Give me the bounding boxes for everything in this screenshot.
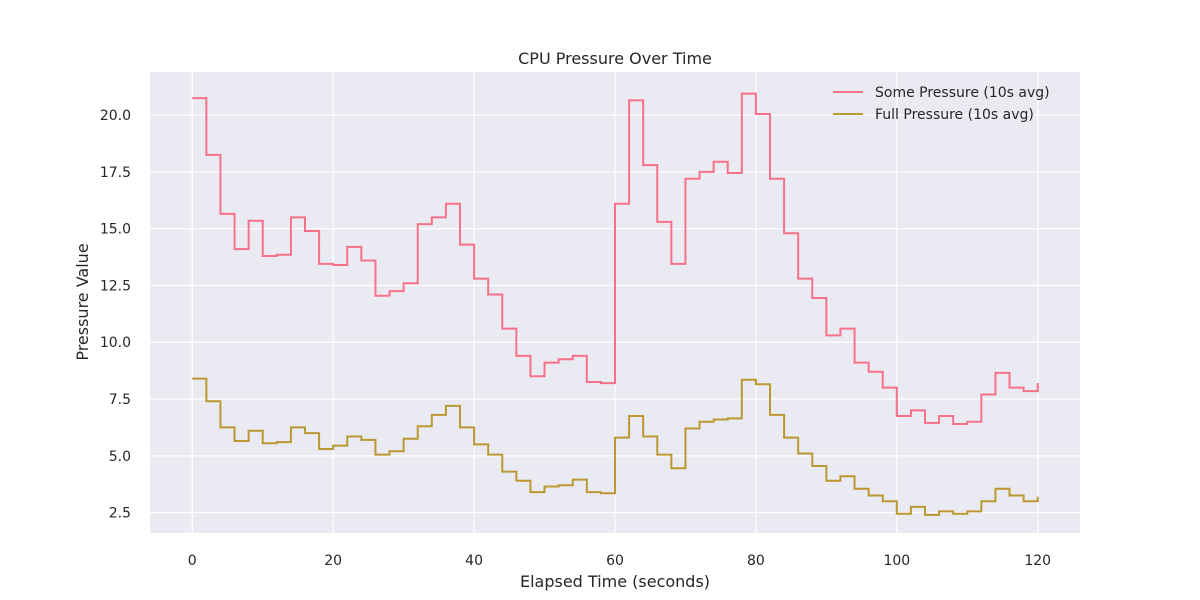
y-tick-label: 15.0 [100,222,131,238]
chart-title: CPU Pressure Over Time [518,49,712,68]
series-line-full-pressure [192,377,1039,516]
series-layer [192,92,1039,516]
series-line-some-pressure [192,92,1039,425]
x-tick-label: 80 [747,553,765,569]
y-tick-label: 10.0 [100,335,131,351]
y-axis-label: Pressure Value [73,243,92,360]
y-tick-label: 7.5 [109,392,131,408]
y-tick-label: 20.0 [100,108,131,124]
legend: Some Pressure (10s avg) Full Pressure (1… [833,85,1050,123]
y-tick-label: 5.0 [109,449,131,465]
x-axis-label: Elapsed Time (seconds) [520,572,710,591]
x-tick-label: 20 [324,553,342,569]
legend-label-some-pressure: Some Pressure (10s avg) [875,85,1050,101]
y-tick-label: 12.5 [100,278,131,294]
x-tick-label: 60 [606,553,624,569]
x-tick-label: 40 [465,553,483,569]
y-tick-labels: 2.5 5.0 7.5 10.0 12.5 15.0 17.5 20.0 [100,108,131,521]
x-tick-labels: 0 20 40 60 80 100 120 [188,553,1051,569]
x-tick-label: 100 [883,553,910,569]
y-tick-label: 2.5 [109,506,131,522]
x-tick-label: 0 [188,553,197,569]
legend-label-full-pressure: Full Pressure (10s avg) [875,107,1034,123]
x-tick-label: 120 [1024,553,1051,569]
y-tick-label: 17.5 [100,165,131,181]
